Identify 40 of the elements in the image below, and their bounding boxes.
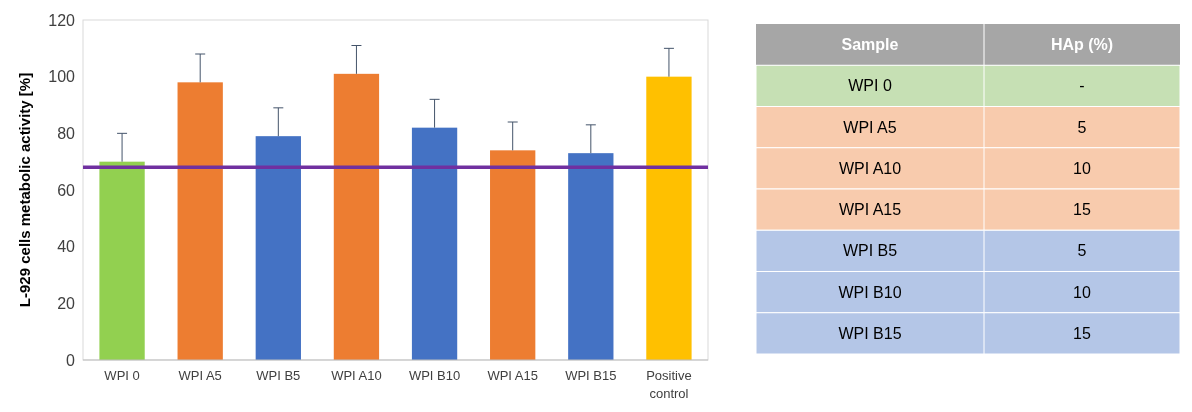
x-tick-label: WPI A10: [331, 368, 382, 383]
category-label: WPI A10: [838, 159, 902, 177]
text: 15: [1073, 201, 1091, 219]
category-label: WPI A15: [838, 201, 902, 219]
bar: [646, 76, 692, 360]
y-axis-title: L-929 cells metabolic activity [%]: [16, 72, 33, 308]
x-tick-label: Positive control: [646, 368, 692, 401]
text: 5: [1077, 242, 1087, 260]
x-tick-label: WPI A5: [178, 368, 222, 383]
bar: [177, 82, 223, 360]
x-tick-label: WPI 0: [104, 368, 140, 383]
x-tick-label: WPI B15: [565, 368, 617, 383]
y-tick-label: 80: [57, 124, 76, 142]
y-tick-label: 120: [48, 11, 76, 29]
bar: [255, 136, 301, 360]
text: 5: [1077, 118, 1087, 136]
bar: [333, 73, 380, 360]
category-label: WPI 0: [848, 77, 892, 95]
x-tick-label: WPI B5: [256, 368, 301, 383]
y-tick-label: 0: [66, 351, 76, 369]
y-tick-label: 20: [57, 294, 76, 312]
category-label: WPI B10: [838, 283, 902, 301]
text: -: [1079, 77, 1085, 95]
category-label: WPI B15: [838, 324, 902, 342]
category-label: WPI A5: [843, 118, 897, 136]
x-tick-label: WPI B10: [408, 368, 461, 383]
y-tick-label: 100: [48, 68, 76, 86]
bar: [99, 161, 145, 360]
text: 15: [1073, 324, 1091, 342]
category-label: Sample: [841, 36, 899, 54]
y-tick-label: 60: [57, 181, 76, 199]
text: 10: [1073, 159, 1091, 177]
bar: [568, 153, 614, 360]
category-label: WPI B5: [842, 242, 898, 260]
x-tick-label: WPI A15: [487, 368, 538, 383]
bar: [411, 127, 458, 360]
bar: [490, 150, 536, 360]
text: 10: [1073, 283, 1091, 301]
y-tick-label: 40: [57, 238, 76, 256]
category-label: HAp (%): [1050, 36, 1114, 54]
